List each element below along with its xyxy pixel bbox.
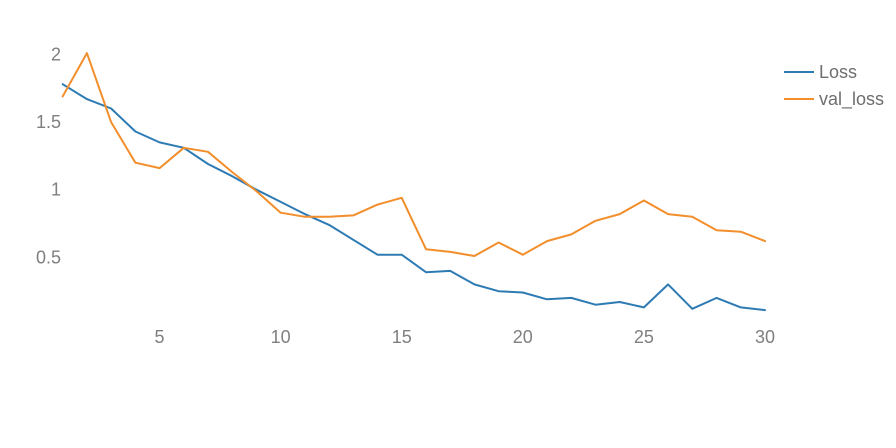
x-tick-label: 5 [155,327,165,347]
legend: Loss val_loss [784,62,884,110]
x-tick-label: 10 [271,327,291,347]
y-tick-label: 2 [51,44,61,64]
y-axis-ticks: 0.5 1 1.5 2 [36,44,61,267]
legend-label: Loss [819,62,857,82]
x-tick-label: 25 [634,327,654,347]
y-tick-label: 1.5 [36,112,61,132]
x-tick-label: 20 [513,327,533,347]
legend-item[interactable]: Loss [784,62,857,82]
legend-item[interactable]: val_loss [784,89,884,110]
series-line-loss [61,83,766,312]
y-tick-label: 1 [51,180,61,200]
series-layer [61,52,766,312]
legend-label: val_loss [819,89,884,110]
series-line-val-loss [61,52,766,257]
x-tick-label: 15 [392,327,412,347]
y-tick-label: 0.5 [36,247,61,267]
x-axis-ticks: 5 10 15 20 25 30 [155,327,775,347]
x-tick-label: 30 [755,327,775,347]
